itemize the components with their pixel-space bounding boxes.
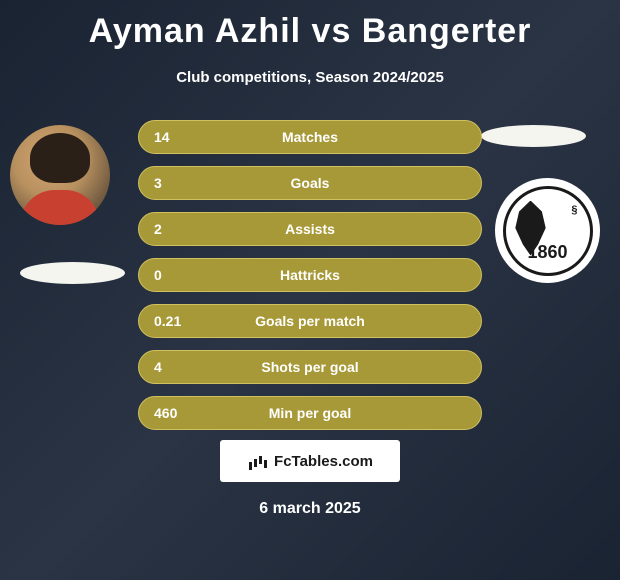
stat-value: 3 <box>154 175 162 191</box>
right-ellipse <box>481 125 586 147</box>
branding-badge: FcTables.com <box>220 440 400 482</box>
stat-value: 4 <box>154 359 162 375</box>
stat-label: Assists <box>285 221 335 237</box>
comparison-title: Ayman Azhil vs Bangerter <box>0 0 620 51</box>
stat-row: 0 Hattricks <box>138 258 482 292</box>
season-subtitle: Club competitions, Season 2024/2025 <box>0 69 620 86</box>
stat-label: Hattricks <box>280 267 340 283</box>
branding-text: FcTables.com <box>274 453 373 470</box>
comparison-date: 6 march 2025 <box>259 500 360 518</box>
stat-value: 14 <box>154 129 170 145</box>
stat-value: 0 <box>154 267 162 283</box>
logo-mark: § <box>571 204 577 216</box>
stat-label: Goals <box>291 175 330 191</box>
stat-row: 460 Min per goal <box>138 396 482 430</box>
stats-container: 14 Matches 3 Goals 2 Assists 0 Hattricks… <box>138 120 482 442</box>
chart-icon <box>247 450 269 472</box>
stat-label: Min per goal <box>269 405 351 421</box>
logo-year: 1860 <box>506 242 590 263</box>
stat-row: 14 Matches <box>138 120 482 154</box>
stat-row: 3 Goals <box>138 166 482 200</box>
stat-label: Matches <box>282 129 338 145</box>
stat-label: Goals per match <box>255 313 365 329</box>
stat-row: 0.21 Goals per match <box>138 304 482 338</box>
stat-value: 0.21 <box>154 313 181 329</box>
left-ellipse <box>20 262 125 284</box>
stat-row: 4 Shots per goal <box>138 350 482 384</box>
club-logo: § 1860 <box>495 178 600 283</box>
stat-label: Shots per goal <box>261 359 358 375</box>
player-avatar <box>10 125 110 225</box>
stat-row: 2 Assists <box>138 212 482 246</box>
stat-value: 2 <box>154 221 162 237</box>
stat-value: 460 <box>154 405 177 421</box>
